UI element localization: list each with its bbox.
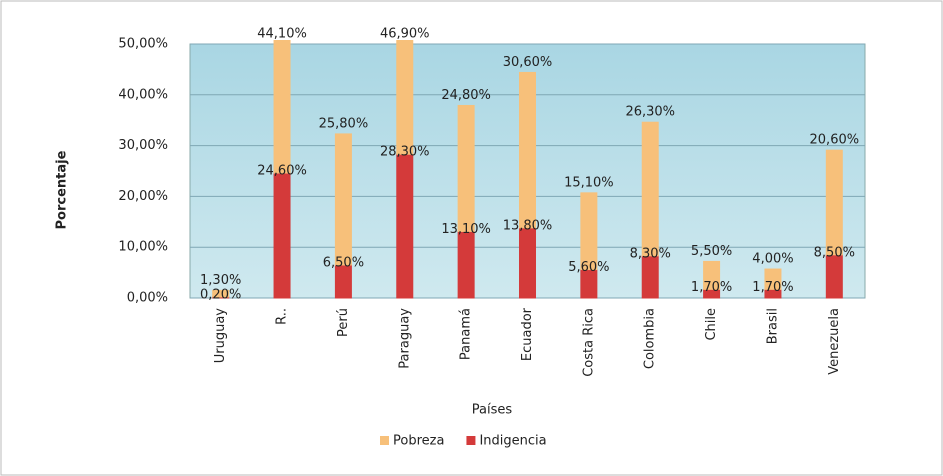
x-tick-label: Ecuador [520, 307, 535, 361]
data-label: 25,80% [319, 116, 369, 131]
data-label: 46,90% [380, 27, 430, 42]
data-label: 24,80% [441, 88, 491, 103]
y-tick-label: 20,00% [118, 189, 168, 204]
data-label: 4,00% [752, 252, 793, 267]
legend-label: Indigencia [479, 434, 546, 449]
y-tick-label: 10,00% [118, 240, 168, 255]
bar-segment [764, 268, 782, 290]
x-tick-label: Colombia [643, 308, 658, 369]
x-tick-label: Paraguay [397, 308, 412, 369]
x-tick-label: Panamá [459, 308, 474, 360]
bar-segment [457, 104, 475, 232]
bar-segment [825, 254, 843, 299]
bar-segment [273, 172, 291, 299]
data-label: 13,10% [441, 222, 491, 237]
bar-segment [825, 149, 843, 256]
x-tick-label: R.. [275, 308, 290, 325]
bar-segment [641, 255, 659, 299]
bar-segment [273, 40, 291, 174]
data-label: 6,50% [323, 255, 364, 270]
x-tick-label: Uruguay [213, 308, 228, 364]
y-axis-label: Porcentaje [55, 150, 70, 229]
bar-segment [580, 192, 598, 271]
data-label: 28,30% [380, 145, 430, 160]
bar-segment [457, 230, 475, 299]
data-label: 44,10% [257, 27, 307, 42]
legend-label: Pobreza [393, 434, 444, 449]
bar-segment [703, 260, 721, 290]
x-tick-label: Chile [704, 308, 719, 341]
x-tick-label: Brasil [765, 308, 780, 344]
y-tick-label: 30,00% [118, 138, 168, 153]
data-label: 0,20% [200, 287, 241, 302]
legend-swatch [466, 436, 476, 445]
bar-segment [519, 227, 536, 299]
x-tick-label: Costa Rica [581, 308, 596, 377]
y-tick-label: 50,00% [118, 37, 168, 52]
bar-segment [641, 121, 659, 257]
data-label: 1,70% [752, 280, 793, 295]
x-tick-label: Perú [336, 308, 351, 337]
data-label: 1,70% [691, 280, 732, 295]
data-label: 24,60% [257, 164, 307, 179]
data-label: 5,50% [691, 244, 732, 259]
y-tick-label: 40,00% [118, 87, 168, 102]
data-label: 8,30% [630, 246, 671, 261]
data-label: 30,60% [503, 55, 553, 70]
bar-segment [396, 40, 414, 155]
bar-segment [396, 153, 414, 299]
data-label: 26,30% [625, 105, 675, 120]
legend-swatch [380, 436, 389, 445]
data-label: 15,10% [564, 175, 614, 190]
bar-segment [519, 71, 536, 229]
data-label: 8,50% [814, 245, 855, 260]
data-label: 1,30% [200, 273, 241, 288]
x-axis-label: Países [472, 403, 513, 418]
data-label: 13,80% [503, 218, 553, 233]
data-label: 5,60% [568, 260, 609, 275]
data-label: 20,60% [810, 133, 860, 148]
bar-segment [212, 289, 230, 298]
bar-segment [334, 133, 352, 266]
y-tick-label: 0,00% [127, 291, 168, 306]
bars [212, 40, 843, 299]
x-tick-label: Venezuela [827, 308, 842, 375]
